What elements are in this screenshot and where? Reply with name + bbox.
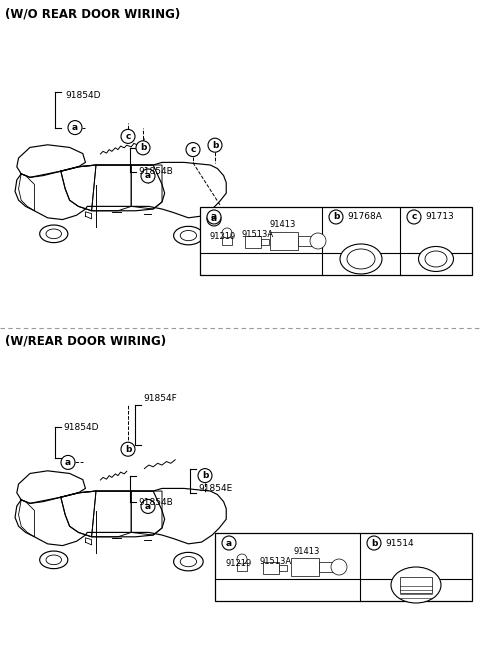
Text: 91854E: 91854E [198, 484, 232, 493]
Text: a: a [211, 213, 217, 222]
Circle shape [237, 554, 247, 564]
Text: 91514: 91514 [385, 539, 414, 548]
Text: a: a [145, 171, 151, 180]
Circle shape [222, 536, 236, 550]
Text: c: c [125, 132, 131, 141]
Text: (W/REAR DOOR WIRING): (W/REAR DOOR WIRING) [5, 334, 166, 347]
Circle shape [186, 142, 200, 157]
Text: 91513A: 91513A [260, 556, 292, 565]
Text: 91854B: 91854B [138, 497, 173, 506]
Circle shape [121, 442, 135, 456]
Circle shape [207, 210, 221, 224]
Bar [200, 207, 472, 275]
Ellipse shape [180, 556, 197, 567]
Bar [237, 563, 247, 571]
Bar [298, 236, 313, 246]
Ellipse shape [40, 551, 68, 569]
Bar [263, 562, 279, 574]
Text: b: b [202, 471, 208, 480]
Text: a: a [211, 215, 217, 224]
Circle shape [68, 121, 82, 134]
Bar [245, 236, 261, 248]
Circle shape [61, 455, 75, 470]
Text: 91768A: 91768A [347, 213, 382, 222]
Ellipse shape [40, 225, 68, 243]
Text: a: a [226, 539, 232, 548]
Text: a: a [65, 458, 71, 467]
Text: 91513A: 91513A [242, 230, 274, 239]
Ellipse shape [46, 555, 61, 565]
Text: 91219: 91219 [225, 558, 251, 567]
Text: 91713: 91713 [425, 213, 454, 222]
Text: 91854B: 91854B [138, 167, 173, 176]
Bar [215, 533, 472, 601]
Circle shape [407, 210, 421, 224]
Text: 91854D: 91854D [63, 422, 98, 432]
Text: a: a [72, 123, 78, 132]
Circle shape [310, 233, 326, 249]
Text: c: c [411, 213, 417, 222]
Circle shape [208, 138, 222, 152]
Text: 91854F: 91854F [143, 394, 177, 403]
Bar [400, 577, 432, 593]
Circle shape [136, 141, 150, 155]
Bar [279, 565, 287, 571]
Circle shape [121, 129, 135, 144]
Circle shape [141, 499, 155, 514]
Text: b: b [333, 213, 339, 222]
Ellipse shape [174, 226, 203, 245]
Circle shape [367, 536, 381, 550]
Text: (W/O REAR DOOR WIRING): (W/O REAR DOOR WIRING) [5, 8, 180, 21]
Bar [222, 237, 232, 245]
Bar [319, 562, 334, 572]
Text: 91854D: 91854D [65, 91, 100, 100]
Ellipse shape [46, 229, 61, 239]
Ellipse shape [425, 251, 447, 267]
Bar [270, 232, 298, 250]
Ellipse shape [340, 244, 382, 274]
Ellipse shape [391, 567, 441, 603]
Text: 91413: 91413 [270, 220, 296, 230]
Bar [291, 558, 319, 576]
Circle shape [331, 559, 347, 575]
Circle shape [141, 169, 155, 183]
Text: c: c [190, 145, 196, 154]
Text: b: b [212, 140, 218, 150]
Ellipse shape [174, 552, 203, 571]
Circle shape [207, 212, 221, 226]
Ellipse shape [419, 247, 454, 272]
Text: a: a [145, 502, 151, 511]
Text: 91219: 91219 [210, 232, 236, 241]
Text: 91413: 91413 [293, 546, 319, 556]
Circle shape [222, 228, 232, 238]
Text: b: b [371, 539, 377, 548]
Bar [261, 239, 269, 245]
Circle shape [198, 468, 212, 483]
Ellipse shape [180, 230, 197, 241]
Circle shape [329, 210, 343, 224]
Text: b: b [140, 143, 146, 152]
Ellipse shape [347, 249, 375, 269]
Text: b: b [125, 445, 131, 454]
